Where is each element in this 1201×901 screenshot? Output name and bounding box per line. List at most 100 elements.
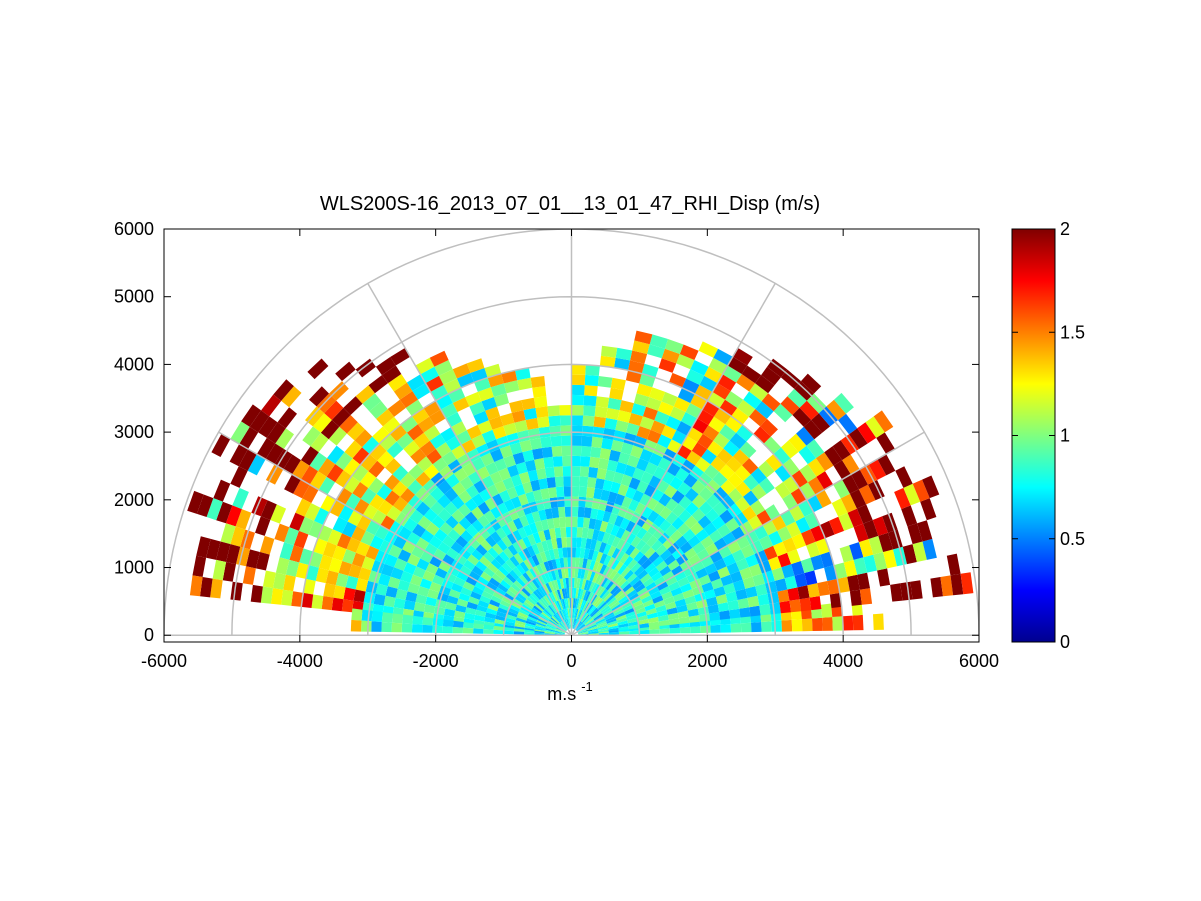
scan-cell xyxy=(639,448,653,462)
scan-cell xyxy=(678,616,690,624)
scan-cell xyxy=(839,545,854,563)
scan-cell xyxy=(582,601,589,612)
scan-cell xyxy=(664,484,678,499)
scan-cell xyxy=(572,598,576,609)
scan-cell xyxy=(356,515,372,531)
scan-cell xyxy=(487,603,499,612)
scan-cell xyxy=(525,620,536,626)
scan-cell xyxy=(584,385,598,397)
scan-cell xyxy=(616,577,627,588)
scan-cell xyxy=(676,421,693,436)
scan-cell xyxy=(555,628,566,633)
scan-cell xyxy=(281,589,294,606)
scan-cell xyxy=(529,567,538,579)
scan-cell xyxy=(422,617,434,626)
scan-cell xyxy=(503,547,514,559)
scan-cell xyxy=(749,383,769,402)
scan-cell xyxy=(519,574,529,585)
scan-cell xyxy=(303,578,316,595)
scan-cell xyxy=(415,594,428,605)
scan-cell xyxy=(702,400,720,417)
scan-cell xyxy=(922,475,940,499)
scan-cell xyxy=(584,618,594,626)
scan-cell xyxy=(498,603,510,611)
scan-cell xyxy=(450,541,464,554)
scan-cell xyxy=(735,588,748,600)
scan-cell xyxy=(437,508,452,522)
scan-cell xyxy=(483,586,495,596)
scan-cell xyxy=(494,458,507,472)
scan-cell xyxy=(583,616,592,624)
scan-cell xyxy=(321,596,334,611)
scan-cell xyxy=(580,537,587,549)
scan-cell xyxy=(708,570,721,582)
scan-cell xyxy=(542,584,550,595)
scan-cell xyxy=(648,621,660,628)
scan-cell xyxy=(737,399,756,417)
scan-cell xyxy=(381,622,392,633)
scan-cell xyxy=(720,574,733,587)
scan-cell xyxy=(419,578,432,590)
scan-cell xyxy=(568,618,571,629)
scan-cell xyxy=(587,477,597,489)
scan-cell xyxy=(799,482,816,500)
scan-cell xyxy=(332,545,347,561)
scan-cell xyxy=(262,570,276,589)
scan-cell xyxy=(812,617,823,631)
scan-cell xyxy=(355,385,375,404)
scan-cell xyxy=(804,512,820,530)
scan-cell xyxy=(859,588,873,605)
scan-cell xyxy=(568,618,571,629)
scan-cell xyxy=(675,553,689,566)
scan-cell xyxy=(534,603,544,612)
scan-cell xyxy=(833,562,848,579)
scan-cell xyxy=(489,518,502,532)
scan-cell xyxy=(601,607,612,615)
scan-cell xyxy=(578,599,583,610)
scan-cell xyxy=(536,564,544,575)
scan-cell xyxy=(230,466,248,488)
scan-cell xyxy=(430,384,449,401)
scan-cell xyxy=(661,591,673,600)
scan-cell xyxy=(537,574,546,586)
scan-cell xyxy=(506,589,517,599)
scan-cell xyxy=(549,604,557,614)
scan-cell xyxy=(292,460,310,480)
scan-cell xyxy=(554,476,564,488)
scan-cell xyxy=(420,550,434,563)
scan-cell xyxy=(782,537,797,553)
scan-cell xyxy=(661,391,678,407)
scan-cell xyxy=(799,597,812,612)
scan-cell xyxy=(480,571,492,582)
scan-cell xyxy=(447,459,463,474)
scan-cell xyxy=(699,613,710,622)
scan-cell xyxy=(647,510,660,523)
scan-cell xyxy=(507,520,518,533)
scan-cell xyxy=(279,542,294,560)
scan-cell xyxy=(894,487,911,510)
scan-cell xyxy=(494,619,506,625)
scan-cell xyxy=(301,592,314,608)
scan-cell xyxy=(465,576,478,586)
scan-cell xyxy=(365,545,380,560)
scan-cell xyxy=(585,619,595,626)
scan-cell xyxy=(591,595,600,606)
scan-cell xyxy=(769,602,781,615)
scan-cell xyxy=(496,502,509,515)
scan-cell xyxy=(361,620,372,632)
scan-cell xyxy=(667,612,679,620)
scan-cell xyxy=(789,504,805,522)
scan-cell xyxy=(725,416,743,433)
scan-cell xyxy=(318,476,336,495)
scan-cell xyxy=(302,426,321,447)
scan-cell xyxy=(432,574,445,586)
scan-cell xyxy=(420,366,439,384)
scan-cell xyxy=(471,519,484,533)
scan-cell xyxy=(444,501,458,516)
scan-cell xyxy=(726,456,742,473)
scan-cell xyxy=(335,361,356,382)
scan-cell xyxy=(571,516,578,528)
scan-cell xyxy=(567,608,570,619)
scan-cell xyxy=(291,591,304,607)
